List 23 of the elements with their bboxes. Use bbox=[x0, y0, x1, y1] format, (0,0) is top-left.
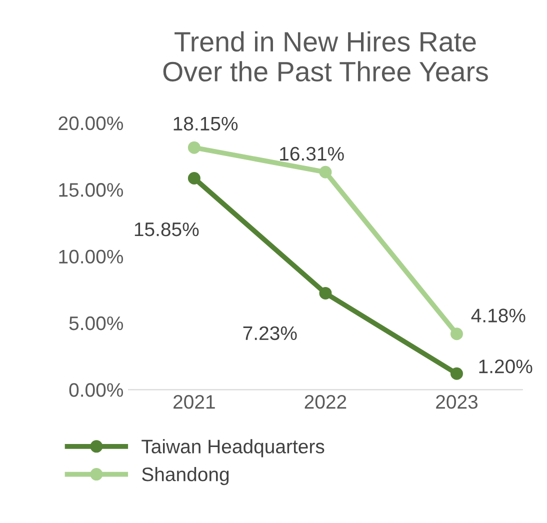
data-label: 16.31% bbox=[280, 146, 344, 161]
point bbox=[319, 166, 332, 178]
chart-title: Trend in New Hires Rate Over the Past Three Years bbox=[163, 31, 488, 82]
point bbox=[319, 286, 332, 300]
y-tick-label: 20.00% bbox=[58, 116, 123, 130]
data-label: 7.23% bbox=[243, 326, 297, 340]
data-label: 15.85% bbox=[134, 222, 199, 236]
legend-label: Shandong bbox=[142, 466, 229, 486]
y-tick-label: 15.00% bbox=[59, 183, 123, 197]
y-tick-label: 10.00% bbox=[59, 250, 123, 264]
data-label: 4.18% bbox=[471, 308, 526, 322]
y-tick-label: 5.00% bbox=[69, 316, 123, 330]
x-tick-label: 2021 bbox=[174, 395, 215, 409]
point bbox=[188, 141, 200, 154]
point bbox=[450, 328, 463, 340]
y-tick-label: 0.00% bbox=[69, 383, 123, 397]
data-label: 1.20% bbox=[479, 360, 532, 374]
legend-label: Taiwan Headquarters bbox=[142, 439, 324, 458]
x-tick-label: 2023 bbox=[436, 395, 478, 409]
point bbox=[450, 367, 463, 380]
point bbox=[188, 172, 200, 184]
data-label: 18.15% bbox=[174, 116, 238, 131]
x-tick-label: 2022 bbox=[304, 395, 346, 409]
